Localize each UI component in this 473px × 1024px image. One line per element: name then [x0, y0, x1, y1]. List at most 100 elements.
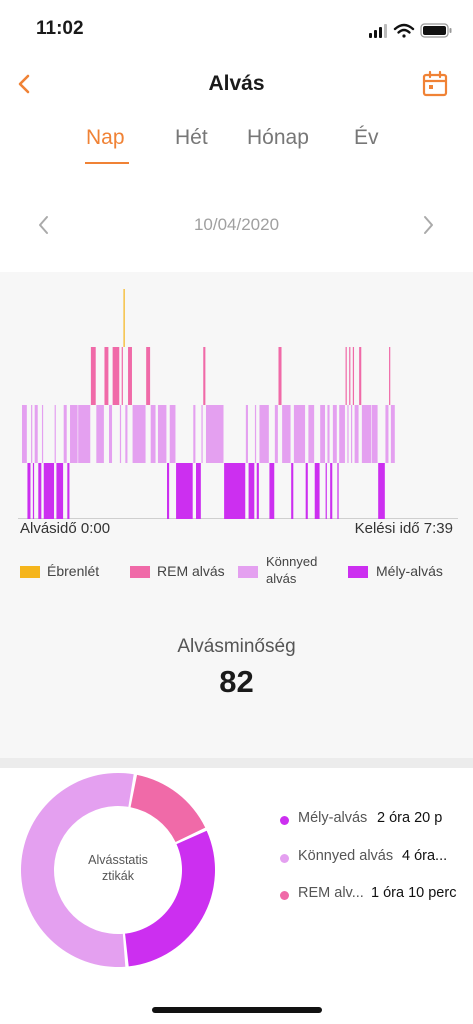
active-tab-indicator: [85, 162, 129, 164]
sleep-segment-awake: [123, 289, 125, 347]
stat-rem-row: REM alv... 1 óra 10 perc: [280, 885, 473, 907]
sleep-segment-light: [201, 405, 203, 463]
sleep-segment-light: [350, 405, 353, 463]
donut-center-line1: Alvásstatis: [88, 853, 148, 867]
legend-rem-label: REM alvás: [157, 563, 225, 579]
sleep-segment-light: [78, 405, 91, 463]
stat-deep-row: Mély-alvás 2 óra 20 p: [280, 810, 473, 832]
tab-month[interactable]: Hónap: [247, 126, 309, 149]
stat-light-dot: [280, 854, 289, 863]
sleep-segment-light: [31, 405, 33, 463]
sleep-segment-light: [109, 405, 113, 463]
legend-rem-swatch: [130, 566, 150, 578]
sleep-segment-light: [70, 405, 78, 463]
sleep-segment-rem: [203, 347, 206, 405]
sleep-segment-rem: [128, 347, 132, 405]
legend-light-swatch: [238, 566, 258, 578]
stat-rem-slice: [130, 774, 206, 843]
sleep-chart-section: Alvásidő 0:00 Kelési idő 7:39 Ébrenlét R…: [0, 272, 473, 758]
sleep-segment-deep: [256, 463, 259, 519]
sleep-segment-deep: [43, 463, 55, 519]
sleep-segment-deep: [56, 463, 64, 519]
date-navigator: 10/04/2020: [0, 205, 473, 245]
sleep-segment-light: [371, 405, 378, 463]
stat-light-row: Könnyed alvás 4 óra...: [280, 848, 473, 870]
sleep-segment-deep: [38, 463, 42, 519]
sleep-segment-light: [361, 405, 372, 463]
sleep-segment-light: [332, 405, 337, 463]
sleep-segment-light: [157, 405, 167, 463]
battery-icon: [420, 23, 452, 38]
status-icons: [369, 23, 452, 38]
sleep-segment-light: [254, 405, 257, 463]
sleep-segment-deep: [337, 463, 339, 519]
sleep-segment-light: [347, 405, 349, 463]
legend-deep-swatch: [348, 566, 368, 578]
sleep-stage-chart: [18, 289, 458, 519]
home-indicator: [152, 1007, 322, 1013]
wake-time-label: Kelési idő 7:39: [354, 520, 453, 537]
sleep-segment-light: [132, 405, 146, 463]
signal-icon: [369, 24, 387, 38]
sleep-segment-light: [339, 405, 345, 463]
section-divider: [0, 758, 473, 768]
stat-light-label: Könnyed alvás: [298, 848, 394, 864]
sleep-segment-deep: [314, 463, 320, 519]
legend-deep-label: Mély-alvás: [376, 563, 443, 579]
sleep-segment-deep: [224, 463, 246, 519]
stat-rem-value: 1 óra 10 perc: [371, 885, 457, 901]
legend-awake-label: Ébrenlét: [47, 563, 100, 579]
stat-rem-dot: [280, 891, 289, 900]
sleep-segment-rem: [121, 347, 123, 405]
sleep-segment-light: [354, 405, 359, 463]
sleep-segment-rem: [104, 347, 109, 405]
sleep-segment-deep: [32, 463, 35, 519]
tab-day[interactable]: Nap: [86, 126, 125, 149]
previous-day-chevron-icon[interactable]: [32, 213, 56, 237]
donut-center-line2: ztikák: [102, 869, 134, 883]
tab-year[interactable]: Év: [354, 126, 379, 149]
sleep-segment-deep: [167, 463, 170, 519]
back-chevron-icon[interactable]: [10, 68, 40, 98]
sleep-segment-light: [327, 405, 330, 463]
stat-deep-label: Mély-alvás: [298, 810, 368, 826]
legend-light-label-line1: Könnyed: [266, 554, 318, 569]
sleep-segment-deep: [305, 463, 308, 519]
sleep-segment-rem: [349, 347, 351, 405]
wifi-icon: [393, 23, 415, 38]
legend-light-label-line2: alvás: [266, 571, 297, 586]
sleep-segment-light: [282, 405, 291, 463]
sleep-segment-light: [54, 405, 56, 463]
donut-center-label: Alvásstatis ztikák: [68, 852, 168, 884]
sleep-segment-light: [274, 405, 278, 463]
legend-awake-swatch: [20, 566, 40, 578]
status-time: 11:02: [36, 18, 84, 39]
sleep-segment-light: [293, 405, 306, 463]
sleep-start-label: Alvásidő 0:00: [20, 520, 111, 537]
sleep-segment-rem: [345, 347, 347, 405]
next-day-chevron-icon[interactable]: [416, 213, 440, 237]
sleep-segment-deep: [67, 463, 70, 519]
selected-date[interactable]: 10/04/2020: [193, 215, 280, 234]
sleep-segment-light: [169, 405, 176, 463]
stat-deep-slice: [125, 830, 216, 967]
sleep-segment-deep: [196, 463, 201, 519]
sleep-segment-light: [390, 405, 395, 463]
sleep-segment-light: [125, 405, 128, 463]
calendar-icon[interactable]: [421, 70, 449, 98]
sleep-segment-light: [96, 405, 104, 463]
sleep-segment-deep: [269, 463, 275, 519]
sleep-segment-deep: [291, 463, 294, 519]
stat-deep-dot: [280, 816, 289, 825]
sleep-segment-light: [193, 405, 196, 463]
sleep-segment-deep: [378, 463, 385, 519]
stat-deep-value: 2 óra 20 p: [377, 810, 443, 826]
tab-week[interactable]: Hét: [175, 126, 208, 149]
sleep-segment-light: [119, 405, 122, 463]
sleep-segment-rem: [278, 347, 282, 405]
sleep-segment-light: [150, 405, 156, 463]
stat-rem-label: REM alv...: [298, 885, 364, 901]
sleep-segment-deep: [325, 463, 327, 519]
period-tabs: Nap Hét Hónap Év: [0, 118, 473, 168]
sleep-segment-light: [63, 405, 67, 463]
